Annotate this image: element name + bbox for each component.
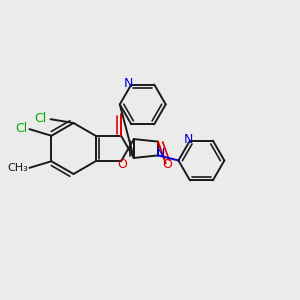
Text: N: N bbox=[124, 77, 134, 90]
Text: N: N bbox=[156, 147, 165, 161]
Text: N: N bbox=[184, 133, 193, 146]
Text: Cl: Cl bbox=[16, 122, 28, 135]
Text: Cl: Cl bbox=[35, 112, 47, 125]
Text: O: O bbox=[162, 158, 172, 171]
Text: O: O bbox=[118, 158, 128, 171]
Text: CH₃: CH₃ bbox=[8, 163, 29, 173]
